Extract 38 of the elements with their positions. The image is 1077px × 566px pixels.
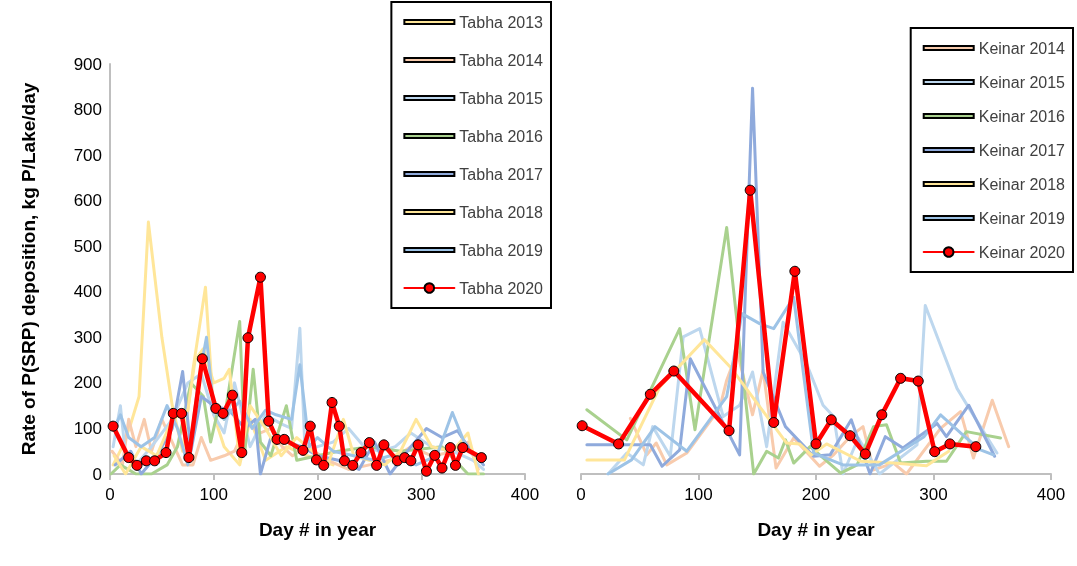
x-tick-label: 300 — [919, 485, 948, 504]
y-tick-label: 600 — [73, 191, 102, 211]
y-tick-label: 500 — [73, 236, 102, 256]
x-tick-label: 400 — [1036, 485, 1066, 504]
legend-label: Tabha 2019 — [459, 241, 544, 259]
legend-label: Tabha 2017 — [459, 165, 544, 183]
legend-label: Tabha 2016 — [459, 127, 544, 145]
y-tick-label: 200 — [73, 373, 102, 393]
legend-label: Keinar 2016 — [978, 107, 1066, 125]
legend-label: Keinar 2018 — [978, 175, 1066, 193]
x-tick-label: 100 — [199, 485, 228, 504]
legend-label: Keinar 2020 — [978, 243, 1066, 261]
legend-label: Keinar 2015 — [978, 73, 1066, 91]
y-tick-label: 700 — [73, 145, 102, 165]
x-tick-label: 400 — [510, 485, 540, 504]
x-axis-title: Day # in year — [757, 519, 876, 540]
legend-label: Tabha 2013 — [459, 13, 544, 31]
x-axis-title: Day # in year — [258, 519, 377, 540]
x-tick-label: 0 — [105, 485, 115, 504]
x-tick-label: 100 — [684, 485, 713, 504]
y-tick-label: 100 — [73, 418, 102, 438]
legend-label: Tabha 2018 — [459, 203, 544, 221]
x-tick-label: 300 — [407, 485, 436, 504]
y-tick-label: 800 — [73, 100, 102, 120]
y-axis-title: Rate of P(SRP) deposition, kg P/Lake/day — [18, 82, 39, 456]
legend-label: Tabha 2020 — [459, 279, 544, 297]
x-tick-label: 0 — [576, 485, 586, 504]
y-tick-label: 0 — [92, 464, 102, 484]
y-tick-label: 400 — [73, 282, 102, 302]
y-tick-label: 300 — [73, 327, 102, 347]
x-tick-label: 200 — [801, 485, 831, 504]
legend-label: Keinar 2014 — [978, 39, 1066, 57]
legend-label: Keinar 2019 — [978, 209, 1066, 227]
legend-label: Tabha 2014 — [459, 51, 544, 69]
legend-label: Tabha 2015 — [459, 89, 544, 107]
y-tick-label: 900 — [73, 54, 102, 74]
legend-label: Keinar 2017 — [978, 141, 1066, 159]
x-tick-label: 200 — [303, 485, 332, 504]
